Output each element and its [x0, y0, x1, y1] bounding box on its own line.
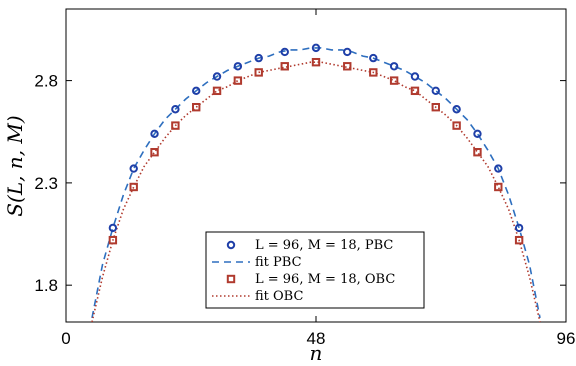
- x-tick-label: 96: [557, 329, 576, 348]
- marker-circle-0: [150, 129, 159, 138]
- legend-box: [205, 231, 425, 309]
- tick-labels: 0 48 96 1.8 2.3 2.8: [34, 72, 575, 348]
- marker-circle-0: [514, 223, 524, 233]
- legend: L = 96, M = 18, PBC fit PBC L = 96, M = 18…: [205, 231, 425, 309]
- marker-square-2: [452, 121, 461, 130]
- axis-ticks: [65, 9, 567, 322]
- marker-square-2: [254, 68, 263, 77]
- marker-square-2: [129, 182, 138, 192]
- marker-circle-0: [389, 62, 399, 71]
- marker-circle-0: [410, 72, 420, 81]
- marker-square-2: [311, 57, 321, 67]
- marker-square-2: [514, 235, 524, 245]
- marker-square-2: [192, 102, 201, 112]
- x-tick-label: 48: [307, 329, 326, 348]
- marker-circle-0: [473, 129, 482, 138]
- marker-circle-0: [343, 47, 352, 57]
- marker-square-2: [410, 86, 420, 96]
- legend-label-3: fit OBC: [255, 289, 303, 304]
- y-tick-label: 2.3: [34, 174, 58, 193]
- data-markers: [108, 43, 524, 245]
- series-line-3: [91, 61, 541, 322]
- marker-circle-0: [369, 53, 378, 63]
- legend-label-2: L = 96, M = 18, OBC: [255, 272, 395, 287]
- marker-circle-0: [452, 105, 461, 114]
- y-tick-label: 2.8: [34, 72, 58, 91]
- legend-marker-square: [226, 274, 236, 284]
- marker-square-2: [212, 86, 222, 96]
- marker-square-2: [150, 148, 159, 157]
- marker-square-2: [171, 121, 180, 130]
- fit-lines: [91, 47, 541, 322]
- marker-square-2: [389, 76, 399, 85]
- marker-square-2: [494, 182, 503, 192]
- marker-circle-0: [280, 47, 289, 57]
- marker-circle-0: [171, 105, 180, 114]
- legend-label-0: L = 96, M = 18, PBC: [255, 238, 393, 253]
- marker-circle-0: [431, 86, 440, 96]
- marker-circle-0: [254, 53, 263, 63]
- marker-circle-0: [494, 164, 503, 173]
- x-tick-label: 0: [61, 329, 70, 348]
- marker-circle-0: [129, 164, 138, 173]
- legend-label-1: fit PBC: [255, 255, 302, 270]
- legend-items: L = 96, M = 18, PBC fit PBC L = 96, M = 18…: [212, 238, 395, 304]
- marker-circle-0: [108, 223, 118, 233]
- marker-square-2: [343, 62, 352, 71]
- marker-square-2: [431, 102, 440, 112]
- y-axis-label: S(L, n, M): [3, 115, 27, 216]
- marker-square-2: [280, 62, 289, 71]
- marker-circle-0: [212, 72, 222, 81]
- marker-circle-0: [311, 43, 321, 53]
- marker-square-2: [108, 235, 118, 245]
- marker-circle-0: [233, 62, 243, 71]
- y-tick-label: 1.8: [34, 276, 58, 295]
- marker-square-2: [369, 68, 378, 77]
- marker-square-2: [233, 76, 243, 85]
- legend-marker-circle: [226, 240, 236, 250]
- x-axis-label: n: [310, 341, 323, 365]
- series-line-1: [91, 47, 541, 319]
- marker-square-2: [473, 148, 482, 157]
- marker-circle-0: [192, 86, 201, 96]
